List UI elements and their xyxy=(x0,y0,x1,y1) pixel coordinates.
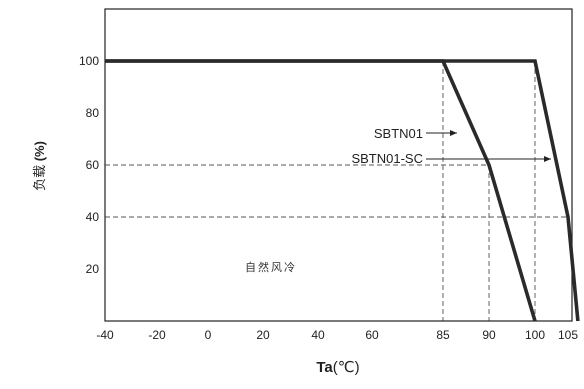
y-axis-title: 负载 (%) xyxy=(32,141,47,191)
series-line-sbtn01 xyxy=(105,59,537,322)
x-tick-label: -20 xyxy=(148,328,166,342)
x-tick-label: 40 xyxy=(311,328,325,342)
legend-label-sbtn01: SBTN01 xyxy=(374,126,423,141)
svg-text:负载 (%): 负载 (%) xyxy=(32,141,47,191)
series-lines xyxy=(105,59,580,322)
y-axis-title-unit: (%) xyxy=(32,141,47,161)
y-tick-label: 40 xyxy=(86,210,100,224)
x-tick-label: 105 xyxy=(558,328,578,342)
y-axis-title-main: 负载 xyxy=(32,165,47,191)
callout-leaders xyxy=(426,130,551,162)
x-tick-label: 85 xyxy=(436,328,450,342)
x-tick-label: 100 xyxy=(525,328,545,342)
x-tick-label: 20 xyxy=(256,328,270,342)
x-axis-title-unit: (℃) xyxy=(333,359,360,376)
y-tick-label: 20 xyxy=(86,262,100,276)
x-tick-label: -40 xyxy=(96,328,114,342)
x-tick-label: 90 xyxy=(482,328,496,342)
legend-label-sbtn01-sc: SBTN01-SC xyxy=(351,151,423,166)
x-axis-ticks: -40 -20 0 20 40 60 85 90 100 105 xyxy=(96,328,578,342)
y-tick-label: 80 xyxy=(86,106,100,120)
series-line-sbtn01-sc xyxy=(105,59,580,322)
x-tick-label: 0 xyxy=(205,328,212,342)
plot-frame xyxy=(104,8,573,322)
leader-sbtn01-sc-arrowhead xyxy=(544,156,551,162)
y-axis-ticks: 20 40 60 80 100 xyxy=(79,54,99,276)
annotation-natural-cooling: 自然风冷 xyxy=(245,260,297,274)
y-tick-label: 60 xyxy=(86,158,100,172)
guide-lines xyxy=(105,61,568,321)
y-tick-label: 100 xyxy=(79,54,99,68)
x-tick-label: 60 xyxy=(365,328,379,342)
x-axis-title: Ta(℃) xyxy=(316,359,359,376)
leader-sbtn01-arrowhead xyxy=(450,130,457,136)
x-axis-title-main: Ta xyxy=(316,359,333,376)
